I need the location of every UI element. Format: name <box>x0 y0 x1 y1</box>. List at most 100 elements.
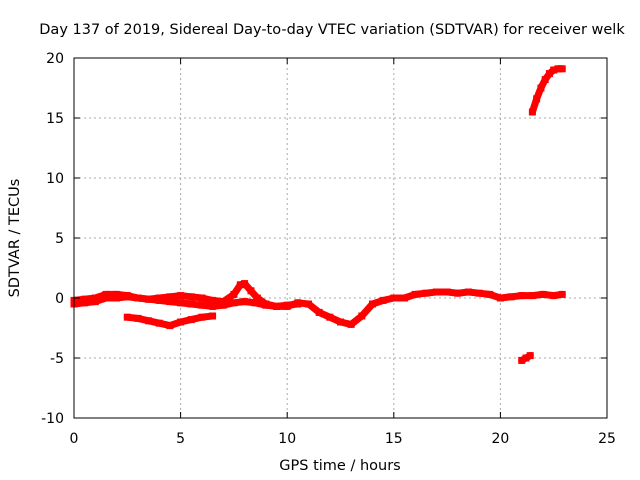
data-point <box>219 301 227 309</box>
x-tick-label: 20 <box>491 431 509 447</box>
x-tick-label: 0 <box>70 431 79 447</box>
chart-title: Day 137 of 2019, Sidereal Day-to-day VTE… <box>39 22 625 38</box>
data-point <box>305 300 313 308</box>
data-point <box>241 280 249 288</box>
data-point <box>198 301 206 309</box>
data-point <box>528 292 536 300</box>
data-point <box>358 312 366 320</box>
data-point <box>155 296 163 304</box>
data-point <box>253 294 261 302</box>
y-tick-label: 15 <box>46 111 64 127</box>
grid <box>74 58 607 418</box>
data-point <box>390 294 398 302</box>
data-point <box>326 313 334 321</box>
data-point <box>262 301 270 309</box>
data-point <box>177 292 185 300</box>
data-point <box>187 293 195 301</box>
data-point <box>251 299 259 307</box>
y-tick-label: 10 <box>46 171 64 187</box>
data-point <box>507 293 515 301</box>
data-point <box>539 290 547 298</box>
data-point <box>134 314 142 322</box>
y-tick-label: -5 <box>50 351 64 367</box>
data-point <box>400 294 408 302</box>
data-point <box>209 296 217 304</box>
data-point <box>209 302 217 310</box>
data-point <box>187 300 195 308</box>
data-point <box>219 298 227 306</box>
data-point <box>541 76 549 84</box>
series-trace-4 <box>518 352 534 364</box>
data-point <box>113 290 121 298</box>
data-point <box>294 300 302 308</box>
data-point <box>526 352 534 360</box>
data-point <box>486 290 494 298</box>
data-point <box>145 317 153 325</box>
y-tick-label: 5 <box>55 231 64 247</box>
data-point <box>337 318 344 326</box>
data-point <box>198 294 206 302</box>
series-trace-3 <box>123 312 217 330</box>
data-point <box>134 294 142 302</box>
data-point <box>475 289 483 297</box>
data-point <box>347 320 355 328</box>
data-point <box>558 65 566 73</box>
data-point <box>518 292 526 300</box>
data-point <box>198 313 206 321</box>
data-point <box>518 356 526 364</box>
axis-ticks: 0 5 10 15 20 25 -10 -5 0 5 10 15 20 <box>41 51 616 447</box>
data-point <box>432 288 440 296</box>
data-point <box>91 294 99 302</box>
y-axis-label: SDTVAR / TECUs <box>7 179 23 298</box>
data-point <box>166 298 174 306</box>
data-point <box>177 318 185 326</box>
series-trace-5 <box>528 65 566 116</box>
data-points <box>70 65 566 364</box>
data-point <box>528 108 536 116</box>
data-point <box>545 70 553 78</box>
data-point <box>422 289 430 297</box>
data-point <box>554 65 562 73</box>
data-point <box>187 316 195 324</box>
data-point <box>283 301 291 309</box>
data-point <box>496 294 504 302</box>
data-point <box>230 299 238 307</box>
data-point <box>113 294 121 302</box>
data-point <box>209 312 217 320</box>
x-tick-label: 15 <box>385 431 403 447</box>
data-point <box>145 295 153 303</box>
data-point <box>155 319 163 327</box>
data-point <box>123 292 131 300</box>
y-tick-label: 0 <box>55 291 64 307</box>
x-tick-label: 25 <box>598 431 616 447</box>
data-point <box>550 66 558 74</box>
data-point <box>102 290 110 298</box>
data-point <box>166 322 174 330</box>
data-point <box>368 300 376 308</box>
data-point <box>81 295 89 303</box>
data-point <box>236 281 244 289</box>
data-point <box>241 298 249 306</box>
data-point <box>558 290 566 298</box>
x-axis-label: GPS time / hours <box>279 458 400 474</box>
data-point <box>247 287 255 295</box>
data-point <box>464 288 472 296</box>
data-point <box>533 95 541 103</box>
data-point <box>454 289 462 297</box>
data-point <box>166 293 174 301</box>
series-line <box>70 290 302 310</box>
y-tick-label: 20 <box>46 51 64 67</box>
data-point <box>550 292 558 300</box>
data-point <box>537 84 545 92</box>
data-point <box>230 290 238 298</box>
data-point <box>273 302 281 310</box>
data-point <box>379 296 387 304</box>
data-point <box>522 354 530 362</box>
series-trace-2 <box>70 290 302 310</box>
y-tick-label: -10 <box>41 411 64 427</box>
data-point <box>411 290 419 298</box>
data-point <box>91 298 99 306</box>
x-tick-label: 5 <box>176 431 185 447</box>
